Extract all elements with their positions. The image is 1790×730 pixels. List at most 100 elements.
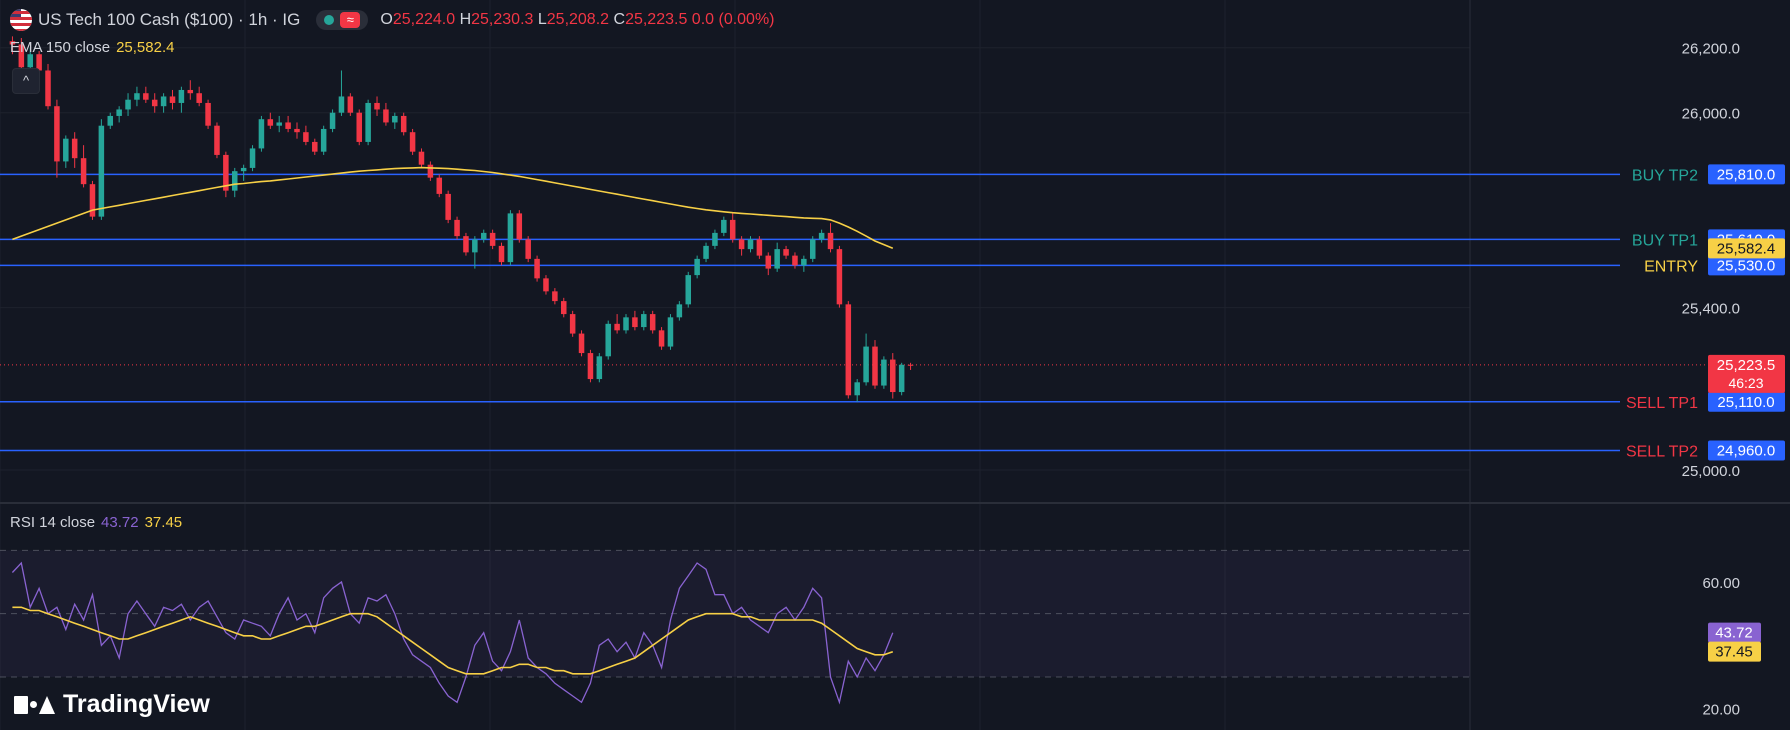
- candle-body: [694, 258, 700, 276]
- trade-level-price-badge-bg: [1708, 164, 1785, 185]
- candle-body: [223, 154, 229, 191]
- candle-body: [480, 232, 487, 240]
- ema-label: EMA 150 close: [10, 39, 111, 56]
- candle-body: [27, 54, 33, 68]
- rsi-legend[interactable]: RSI 14 close 43.72 37.45: [10, 514, 182, 531]
- rsi-tick-label: 60.00: [1702, 575, 1740, 592]
- candle-body: [418, 151, 425, 165]
- candle-body: [294, 128, 300, 133]
- candle-body: [98, 125, 105, 217]
- last-price-badge-countdown: 46:23: [1728, 375, 1763, 391]
- candle-body: [863, 346, 869, 383]
- candle-body: [809, 239, 816, 259]
- candle-body: [320, 128, 327, 152]
- candle-body: [649, 314, 656, 331]
- candle-body: [783, 249, 789, 256]
- candle-body: [347, 96, 354, 113]
- candle-body: [400, 115, 407, 133]
- candle-body: [818, 232, 825, 240]
- candle-body: [205, 102, 211, 126]
- candle-body: [392, 115, 398, 123]
- tradingview-logo[interactable]: TradingView: [14, 690, 210, 719]
- ema-legend[interactable]: EMA 150 close 25,582.4: [10, 39, 174, 56]
- trade-level-label: BUY TP1: [1632, 232, 1698, 249]
- candle-body: [151, 99, 158, 107]
- candle-body: [285, 122, 291, 129]
- candle-body: [623, 317, 629, 331]
- candle-body: [267, 119, 274, 126]
- candle-body: [134, 93, 140, 100]
- candle-body: [427, 164, 434, 178]
- rsi-ma-value-badge: 37.45: [1715, 644, 1753, 661]
- symbol-title[interactable]: US Tech 100 Cash ($100) · 1h · IG: [38, 10, 301, 29]
- candle-body: [365, 102, 371, 142]
- candle-body: [498, 245, 505, 263]
- candle-body: [454, 219, 460, 237]
- ema-150-line: [12, 166, 894, 250]
- candle-body: [827, 232, 834, 250]
- trade-level-price-badge: 25,810.0: [1717, 166, 1775, 183]
- candle-body: [872, 346, 878, 386]
- rsi-label: RSI 14 close: [10, 514, 96, 531]
- candle-body: [276, 122, 282, 126]
- trade-level-price-badge: 24,960.0: [1717, 443, 1775, 460]
- candle-body: [169, 96, 176, 103]
- candle-body: [507, 213, 514, 263]
- candle-body: [907, 364, 914, 366]
- candle-body: [489, 232, 496, 246]
- price-tick-label: 25,400.0: [1682, 301, 1740, 318]
- candle-body: [890, 359, 896, 393]
- candle-body: [196, 93, 202, 103]
- candle-body: [578, 333, 585, 354]
- candle-body: [845, 304, 852, 396]
- candle-body: [854, 382, 860, 396]
- trade-level-price-badge-bg: [1708, 391, 1785, 412]
- rsi-line: [11, 561, 894, 705]
- candle-body: [792, 255, 798, 266]
- wave-icon: ≈: [340, 12, 361, 28]
- rsi-value-badge: 43.72: [1715, 625, 1753, 642]
- candle-body: [516, 213, 523, 240]
- rsi-ma-value: 37.45: [144, 514, 183, 531]
- candle-body: [356, 112, 362, 142]
- candle-body: [561, 301, 567, 315]
- price-tick-label: 25,000.0: [1682, 463, 1740, 480]
- candle-body: [641, 314, 647, 328]
- rsi-ma-line: [12, 606, 894, 675]
- candle-body: [107, 115, 114, 126]
- candle-body: [587, 353, 594, 380]
- candle-body: [45, 70, 51, 107]
- candle-body: [543, 278, 549, 292]
- trade-level-price-badge-bg: [1708, 440, 1785, 461]
- price-tick-label: 26,000.0: [1682, 106, 1740, 123]
- rsi-value: 43.72: [101, 514, 139, 531]
- candle-body: [258, 119, 265, 149]
- candle-body: [747, 239, 754, 250]
- market-status-pill[interactable]: ≈: [316, 10, 369, 30]
- candle-body: [303, 132, 309, 142]
- candle-body: [463, 236, 469, 253]
- last-price-badge-bg: [1708, 354, 1785, 393]
- candle-body: [445, 193, 451, 220]
- trade-level-label: ENTRY: [1644, 258, 1698, 275]
- candle-body: [703, 245, 709, 259]
- collapse-legend-button[interactable]: ^: [12, 68, 40, 94]
- candle-body: [605, 323, 611, 357]
- candle-body: [54, 106, 60, 162]
- rsi-ma-value-badge-bg: [1708, 641, 1761, 662]
- candle-body: [249, 148, 256, 168]
- candle-body: [312, 141, 318, 152]
- candle-body: [836, 249, 843, 305]
- logo-text: TradingView: [63, 690, 210, 718]
- candle-body: [801, 258, 807, 266]
- trade-level-price-badge: 25,530.0: [1717, 257, 1775, 274]
- candle-body: [552, 291, 558, 302]
- candle-body: [676, 304, 683, 318]
- candle-body: [472, 239, 478, 253]
- candle-body: [240, 167, 247, 172]
- candle-body: [231, 171, 238, 191]
- candle-body: [534, 258, 540, 279]
- candle-body: [614, 323, 620, 331]
- candle-body: [71, 138, 78, 159]
